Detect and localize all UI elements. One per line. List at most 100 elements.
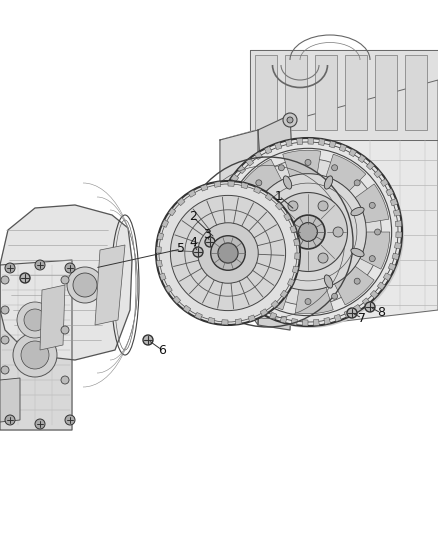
Circle shape bbox=[143, 335, 153, 345]
Circle shape bbox=[235, 159, 381, 305]
Polygon shape bbox=[157, 233, 164, 240]
Polygon shape bbox=[228, 278, 236, 285]
Circle shape bbox=[268, 192, 347, 271]
Circle shape bbox=[280, 203, 294, 217]
Polygon shape bbox=[220, 193, 228, 201]
Polygon shape bbox=[291, 319, 297, 325]
Circle shape bbox=[65, 415, 75, 425]
Polygon shape bbox=[188, 190, 196, 197]
Polygon shape bbox=[396, 232, 402, 238]
Polygon shape bbox=[264, 146, 272, 154]
Polygon shape bbox=[353, 304, 361, 312]
Polygon shape bbox=[313, 319, 319, 326]
Polygon shape bbox=[290, 225, 297, 233]
Polygon shape bbox=[40, 285, 65, 350]
Polygon shape bbox=[165, 285, 172, 293]
Text: 6: 6 bbox=[158, 343, 166, 357]
Circle shape bbox=[281, 302, 287, 308]
Circle shape bbox=[1, 336, 9, 344]
Text: 2: 2 bbox=[189, 211, 197, 223]
Polygon shape bbox=[214, 237, 221, 244]
Polygon shape bbox=[396, 221, 402, 227]
Polygon shape bbox=[283, 150, 321, 176]
Polygon shape bbox=[214, 227, 220, 232]
Polygon shape bbox=[295, 253, 300, 260]
Circle shape bbox=[250, 174, 366, 290]
Circle shape bbox=[318, 253, 328, 263]
Polygon shape bbox=[248, 315, 255, 322]
Polygon shape bbox=[241, 294, 250, 302]
Polygon shape bbox=[258, 115, 295, 330]
Circle shape bbox=[354, 180, 360, 186]
Text: 3: 3 bbox=[203, 229, 211, 241]
Circle shape bbox=[354, 278, 360, 284]
Circle shape bbox=[332, 165, 338, 171]
Circle shape bbox=[198, 223, 258, 283]
Polygon shape bbox=[0, 378, 20, 422]
Polygon shape bbox=[201, 184, 208, 191]
Circle shape bbox=[279, 165, 284, 171]
Polygon shape bbox=[220, 80, 438, 325]
Circle shape bbox=[1, 306, 9, 314]
Text: 8: 8 bbox=[377, 306, 385, 319]
Circle shape bbox=[205, 237, 215, 247]
Polygon shape bbox=[259, 308, 267, 315]
Circle shape bbox=[214, 138, 402, 326]
Circle shape bbox=[299, 223, 318, 241]
Ellipse shape bbox=[252, 207, 265, 216]
Polygon shape bbox=[292, 266, 299, 273]
Polygon shape bbox=[344, 310, 352, 318]
Circle shape bbox=[73, 273, 97, 297]
Polygon shape bbox=[374, 169, 382, 177]
Text: 7: 7 bbox=[358, 311, 366, 325]
Polygon shape bbox=[0, 205, 132, 360]
Ellipse shape bbox=[283, 275, 292, 288]
Polygon shape bbox=[250, 301, 258, 309]
Circle shape bbox=[369, 203, 375, 208]
Polygon shape bbox=[225, 183, 233, 191]
Circle shape bbox=[347, 308, 357, 318]
Polygon shape bbox=[395, 243, 401, 249]
Polygon shape bbox=[183, 305, 191, 313]
Circle shape bbox=[65, 263, 75, 273]
Polygon shape bbox=[302, 320, 308, 326]
Ellipse shape bbox=[351, 248, 364, 257]
Polygon shape bbox=[355, 184, 389, 223]
Polygon shape bbox=[156, 247, 161, 253]
Circle shape bbox=[283, 113, 297, 127]
Polygon shape bbox=[173, 296, 180, 304]
Circle shape bbox=[291, 215, 325, 249]
Polygon shape bbox=[215, 215, 222, 221]
Polygon shape bbox=[275, 142, 282, 150]
Circle shape bbox=[305, 298, 311, 304]
Polygon shape bbox=[360, 232, 390, 269]
Circle shape bbox=[61, 376, 69, 384]
Polygon shape bbox=[326, 154, 366, 191]
Circle shape bbox=[273, 227, 283, 237]
Polygon shape bbox=[280, 290, 288, 298]
Circle shape bbox=[24, 309, 46, 331]
Ellipse shape bbox=[252, 248, 265, 257]
Circle shape bbox=[277, 298, 291, 312]
Polygon shape bbox=[308, 138, 314, 144]
Polygon shape bbox=[222, 320, 228, 325]
Polygon shape bbox=[231, 174, 239, 182]
Polygon shape bbox=[284, 213, 291, 221]
Circle shape bbox=[369, 256, 375, 262]
Polygon shape bbox=[217, 204, 224, 211]
Polygon shape bbox=[349, 149, 357, 157]
Polygon shape bbox=[370, 290, 378, 298]
Polygon shape bbox=[392, 253, 399, 260]
Circle shape bbox=[1, 276, 9, 284]
Polygon shape bbox=[280, 316, 287, 324]
Polygon shape bbox=[386, 188, 394, 196]
Polygon shape bbox=[250, 50, 438, 140]
Polygon shape bbox=[168, 208, 176, 216]
Polygon shape bbox=[234, 286, 242, 294]
Polygon shape bbox=[222, 268, 230, 276]
Circle shape bbox=[218, 243, 238, 263]
Polygon shape bbox=[208, 317, 215, 324]
Ellipse shape bbox=[283, 176, 292, 189]
Circle shape bbox=[35, 260, 45, 270]
Polygon shape bbox=[242, 159, 282, 198]
